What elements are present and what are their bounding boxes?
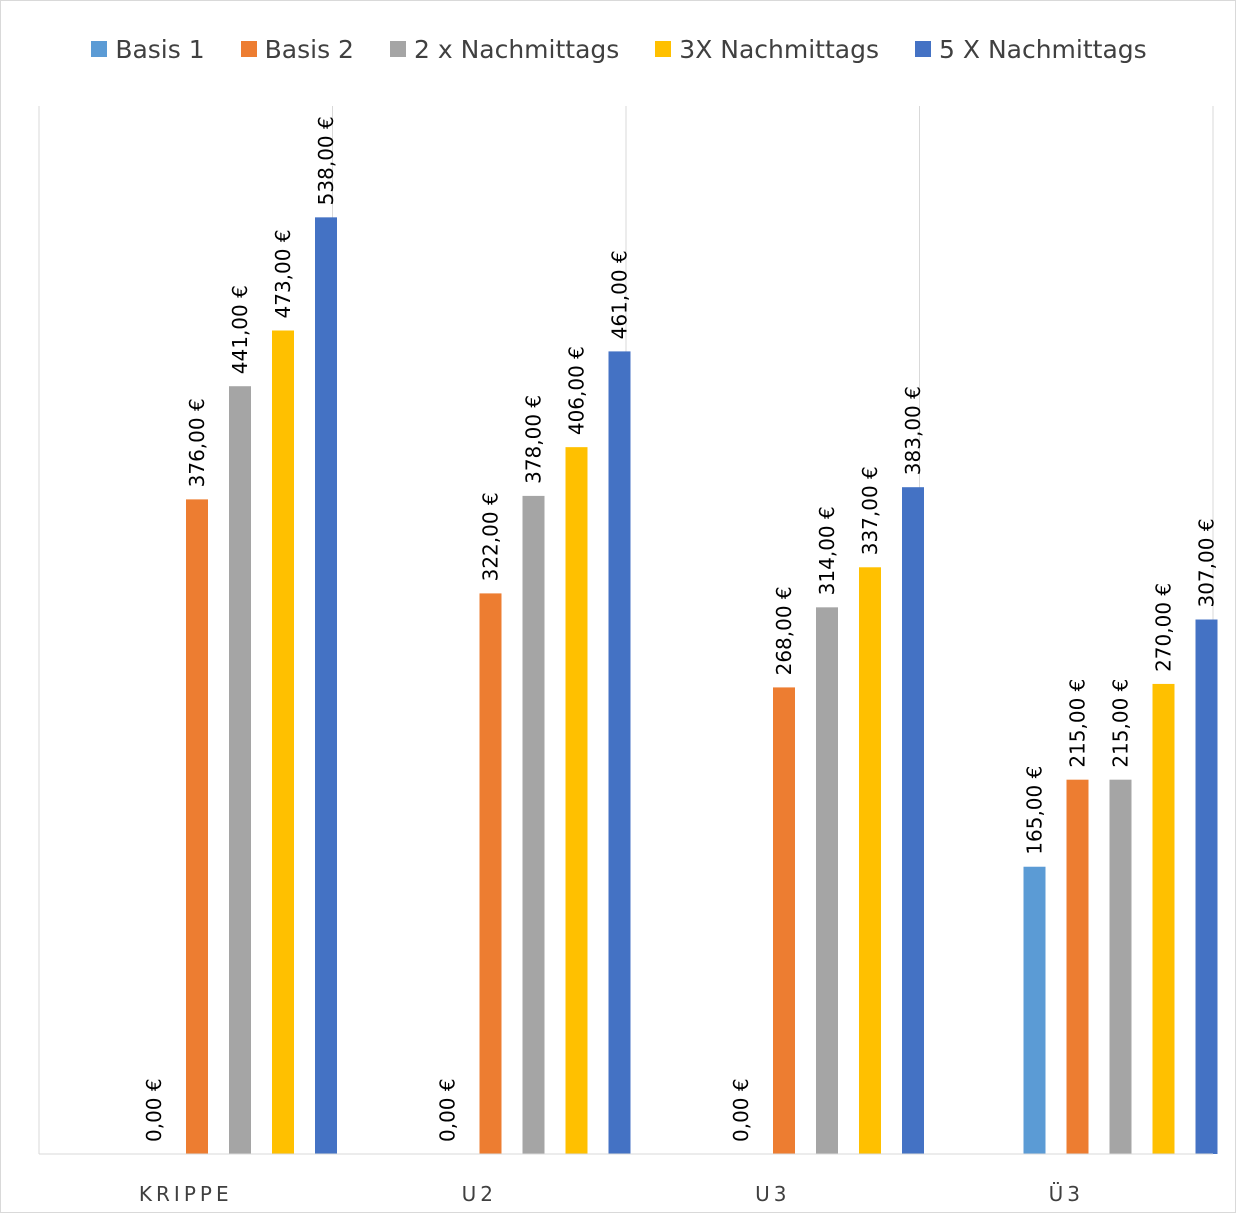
legend-item: 3X Nachmittags bbox=[655, 35, 879, 64]
bar bbox=[1195, 619, 1218, 1154]
data-label: 376,00 € bbox=[185, 398, 209, 487]
legend-swatch bbox=[915, 41, 932, 57]
bar bbox=[902, 487, 924, 1154]
bar bbox=[816, 607, 838, 1154]
data-label: 383,00 € bbox=[901, 386, 925, 475]
data-label: 473,00 € bbox=[271, 229, 295, 318]
data-label: 0,00 € bbox=[436, 1078, 460, 1142]
data-label: 441,00 € bbox=[228, 285, 252, 374]
legend-swatch bbox=[240, 41, 257, 57]
bar bbox=[479, 593, 502, 1154]
data-label: 215,00 € bbox=[1109, 679, 1133, 768]
legend-item: Basis 1 bbox=[91, 34, 205, 64]
legend-label: 3X Nachmittags bbox=[679, 34, 880, 64]
bar bbox=[186, 499, 208, 1154]
legend-item: 5 X Nachmittags bbox=[915, 35, 1147, 64]
legend-item: Basis 2 bbox=[240, 34, 354, 64]
bar bbox=[859, 567, 881, 1154]
bar bbox=[773, 687, 795, 1154]
data-label: 215,00 € bbox=[1066, 679, 1090, 768]
bar bbox=[315, 217, 337, 1155]
bar bbox=[565, 447, 588, 1154]
legend-swatch bbox=[655, 41, 672, 57]
legend-label: 5 X Nachmittags bbox=[939, 34, 1147, 64]
data-label: 337,00 € bbox=[858, 466, 882, 555]
x-tick-label: U2 bbox=[462, 1182, 497, 1206]
data-label: 378,00 € bbox=[522, 395, 546, 484]
legend-item: 2 x Nachmittags bbox=[389, 34, 620, 64]
legend-swatch bbox=[91, 41, 108, 57]
legend: Basis 1 Basis 2 2 x Nachmittags 3X Nachmitt… bbox=[1, 29, 1236, 69]
bar bbox=[272, 330, 294, 1155]
data-label: 314,00 € bbox=[815, 506, 839, 595]
data-label: 307,00 € bbox=[1195, 518, 1219, 607]
legend-label: 2 x Nachmittags bbox=[413, 34, 620, 64]
data-label: 322,00 € bbox=[479, 492, 503, 581]
bar bbox=[608, 351, 631, 1154]
x-tick-label: KRIPPE bbox=[139, 1182, 233, 1206]
legend-label: Basis 2 bbox=[264, 34, 354, 64]
data-label: 0,00 € bbox=[729, 1078, 753, 1142]
bar bbox=[1023, 866, 1046, 1154]
bar bbox=[1066, 779, 1089, 1154]
bar bbox=[522, 495, 545, 1155]
bar bbox=[1109, 779, 1132, 1154]
data-label: 268,00 € bbox=[772, 586, 796, 675]
data-label: 270,00 € bbox=[1152, 583, 1176, 672]
legend-label: Basis 1 bbox=[115, 34, 205, 64]
data-label: 538,00 € bbox=[314, 116, 338, 205]
bar bbox=[1152, 683, 1175, 1154]
x-tick-label: U3 bbox=[755, 1182, 790, 1206]
bar bbox=[229, 386, 251, 1154]
data-label: 406,00 € bbox=[565, 346, 589, 435]
data-label: 0,00 € bbox=[142, 1078, 166, 1142]
x-tick-label: Ü3 bbox=[1049, 1182, 1084, 1206]
legend-swatch bbox=[389, 41, 406, 57]
data-label: 461,00 € bbox=[608, 250, 632, 339]
data-label: 165,00 € bbox=[1023, 766, 1047, 855]
